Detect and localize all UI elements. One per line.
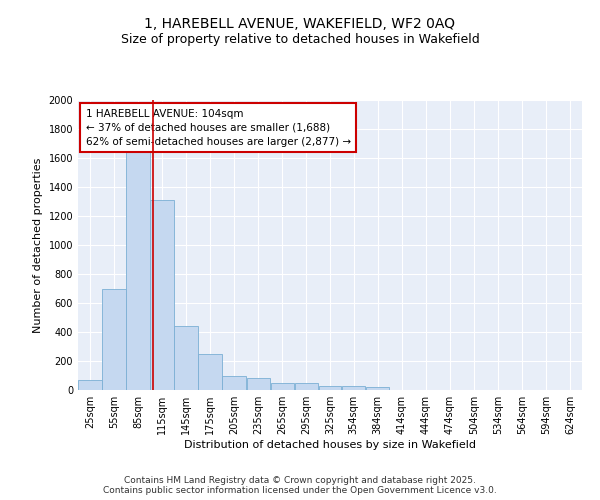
Bar — [175, 326, 198, 390]
Text: 1, HAREBELL AVENUE, WAKEFIELD, WF2 0AQ: 1, HAREBELL AVENUE, WAKEFIELD, WF2 0AQ — [145, 18, 455, 32]
Bar — [366, 387, 389, 390]
Text: 1 HAREBELL AVENUE: 104sqm
← 37% of detached houses are smaller (1,688)
62% of se: 1 HAREBELL AVENUE: 104sqm ← 37% of detac… — [86, 108, 350, 146]
Text: Size of property relative to detached houses in Wakefield: Size of property relative to detached ho… — [121, 32, 479, 46]
Bar — [223, 376, 246, 390]
Bar — [127, 146, 150, 390]
Bar — [295, 383, 318, 390]
Bar — [199, 354, 222, 390]
Bar — [342, 386, 365, 390]
X-axis label: Distribution of detached houses by size in Wakefield: Distribution of detached houses by size … — [184, 440, 476, 450]
Bar — [151, 200, 174, 390]
Y-axis label: Number of detached properties: Number of detached properties — [33, 158, 43, 332]
Bar — [102, 288, 126, 390]
Bar — [78, 380, 102, 390]
Bar — [247, 378, 270, 390]
Text: Contains HM Land Registry data © Crown copyright and database right 2025.
Contai: Contains HM Land Registry data © Crown c… — [103, 476, 497, 495]
Bar — [319, 386, 341, 390]
Bar — [271, 383, 294, 390]
